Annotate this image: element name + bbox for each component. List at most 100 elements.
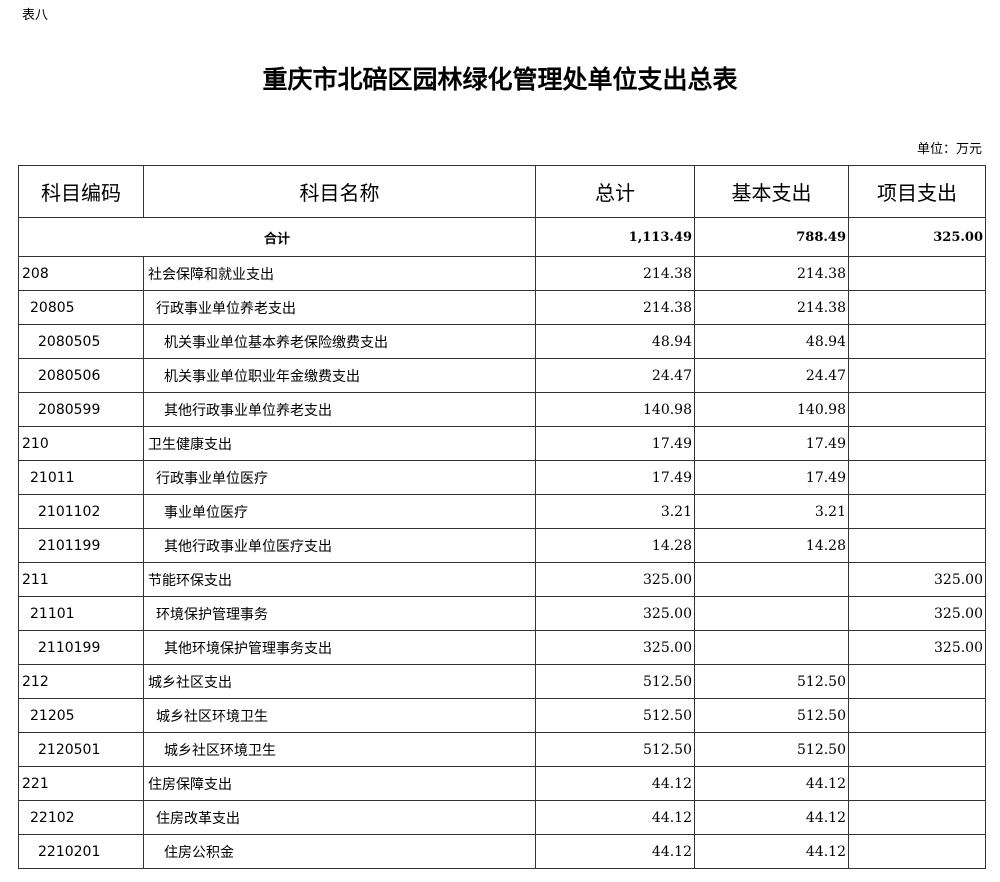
cell-total: 14.28 [535, 528, 695, 563]
cell-name: 城乡社区环境卫生 [143, 698, 536, 733]
cell-total: 214.38 [535, 290, 695, 325]
cell-project [848, 256, 986, 291]
table-row: 221 住房保障支出 44.12 44.12 [18, 766, 986, 801]
cell-code: 211 [18, 562, 144, 597]
cell-code: 21101 [18, 596, 144, 631]
cell-name: 其他环境保护管理事务支出 [143, 630, 536, 665]
cell-basic: 17.49 [694, 426, 849, 461]
total-basic: 788.49 [694, 217, 849, 257]
total-project: 325.00 [848, 217, 986, 257]
cell-basic: 140.98 [694, 392, 849, 427]
cell-code: 2080599 [18, 392, 144, 427]
cell-basic: 48.94 [694, 324, 849, 359]
cell-code: 2101102 [18, 494, 144, 529]
table-row: 2080506 机关事业单位职业年金缴费支出 24.47 24.47 [18, 358, 986, 393]
unit-label: 单位：万元 [916, 142, 982, 157]
cell-project [848, 664, 986, 699]
cell-code: 2210201 [18, 834, 144, 869]
header-code: 科目编码 [18, 165, 144, 218]
cell-total: 17.49 [535, 426, 695, 461]
table-row: 2080505 机关事业单位基本养老保险缴费支出 48.94 48.94 [18, 324, 986, 359]
cell-project [848, 732, 986, 767]
total-row: 合计 1,113.49 788.49 325.00 [18, 217, 986, 257]
cell-project: 325.00 [848, 630, 986, 665]
total-total: 1,113.49 [535, 217, 695, 257]
cell-name: 城乡社区环境卫生 [143, 732, 536, 767]
cell-code: 210 [18, 426, 144, 461]
cell-code: 212 [18, 664, 144, 699]
cell-total: 512.50 [535, 698, 695, 733]
cell-name: 城乡社区支出 [143, 664, 536, 699]
cell-code: 2080505 [18, 324, 144, 359]
cell-name: 社会保障和就业支出 [143, 256, 536, 291]
cell-project [848, 494, 986, 529]
table-row: 2110199 其他环境保护管理事务支出 325.00 325.00 [18, 630, 986, 665]
table-row: 21011 行政事业单位医疗 17.49 17.49 [18, 460, 986, 495]
cell-code: 2120501 [18, 732, 144, 767]
cell-name: 住房改革支出 [143, 800, 536, 835]
table-row: 20805 行政事业单位养老支出 214.38 214.38 [18, 290, 986, 325]
cell-project [848, 800, 986, 835]
cell-name: 环境保护管理事务 [143, 596, 536, 631]
cell-code: 221 [18, 766, 144, 801]
cell-name: 其他行政事业单位医疗支出 [143, 528, 536, 563]
header-basic: 基本支出 [694, 165, 849, 218]
cell-total: 24.47 [535, 358, 695, 393]
cell-basic: 512.50 [694, 732, 849, 767]
table-number-label: 表八 [22, 8, 49, 23]
cell-project [848, 698, 986, 733]
header-name: 科目名称 [143, 165, 536, 218]
table-row: 2101102 事业单位医疗 3.21 3.21 [18, 494, 986, 529]
cell-code: 21011 [18, 460, 144, 495]
cell-basic: 214.38 [694, 290, 849, 325]
cell-total: 140.98 [535, 392, 695, 427]
cell-project [848, 426, 986, 461]
cell-name: 行政事业单位医疗 [143, 460, 536, 495]
cell-total: 512.50 [535, 732, 695, 767]
table-row: 208 社会保障和就业支出 214.38 214.38 [18, 256, 986, 291]
cell-basic: 44.12 [694, 800, 849, 835]
cell-basic [694, 630, 849, 665]
cell-name: 节能环保支出 [143, 562, 536, 597]
table-row: 212 城乡社区支出 512.50 512.50 [18, 664, 986, 699]
cell-project [848, 358, 986, 393]
header-row: 科目编码 科目名称 总计 基本支出 项目支出 [18, 165, 986, 218]
cell-name: 行政事业单位养老支出 [143, 290, 536, 325]
table-row: 2080599 其他行政事业单位养老支出 140.98 140.98 [18, 392, 986, 427]
cell-project [848, 834, 986, 869]
table-row: 2210201 住房公积金 44.12 44.12 [18, 834, 986, 869]
cell-project [848, 460, 986, 495]
cell-total: 325.00 [535, 562, 695, 597]
table-row: 211 节能环保支出 325.00 325.00 [18, 562, 986, 597]
cell-total: 325.00 [535, 596, 695, 631]
expenditure-table: 科目编码 科目名称 总计 基本支出 项目支出 合计 1,113.49 788.4… [18, 165, 986, 869]
cell-basic: 3.21 [694, 494, 849, 529]
cell-code: 208 [18, 256, 144, 291]
table-row: 2101199 其他行政事业单位医疗支出 14.28 14.28 [18, 528, 986, 563]
cell-name: 其他行政事业单位养老支出 [143, 392, 536, 427]
cell-total: 512.50 [535, 664, 695, 699]
cell-code: 2101199 [18, 528, 144, 563]
cell-basic: 17.49 [694, 460, 849, 495]
table-row: 2120501 城乡社区环境卫生 512.50 512.50 [18, 732, 986, 767]
cell-basic: 214.38 [694, 256, 849, 291]
table-row: 21205 城乡社区环境卫生 512.50 512.50 [18, 698, 986, 733]
cell-total: 44.12 [535, 800, 695, 835]
cell-total: 3.21 [535, 494, 695, 529]
cell-name: 卫生健康支出 [143, 426, 536, 461]
cell-code: 20805 [18, 290, 144, 325]
cell-basic: 44.12 [694, 834, 849, 869]
cell-basic: 512.50 [694, 664, 849, 699]
cell-basic: 24.47 [694, 358, 849, 393]
cell-total: 214.38 [535, 256, 695, 291]
cell-project [848, 766, 986, 801]
cell-total: 17.49 [535, 460, 695, 495]
total-label: 合计 [18, 217, 536, 257]
cell-project [848, 528, 986, 563]
table-row: 210 卫生健康支出 17.49 17.49 [18, 426, 986, 461]
cell-code: 21205 [18, 698, 144, 733]
cell-name: 住房保障支出 [143, 766, 536, 801]
cell-basic: 44.12 [694, 766, 849, 801]
cell-code: 2080506 [18, 358, 144, 393]
cell-project: 325.00 [848, 562, 986, 597]
